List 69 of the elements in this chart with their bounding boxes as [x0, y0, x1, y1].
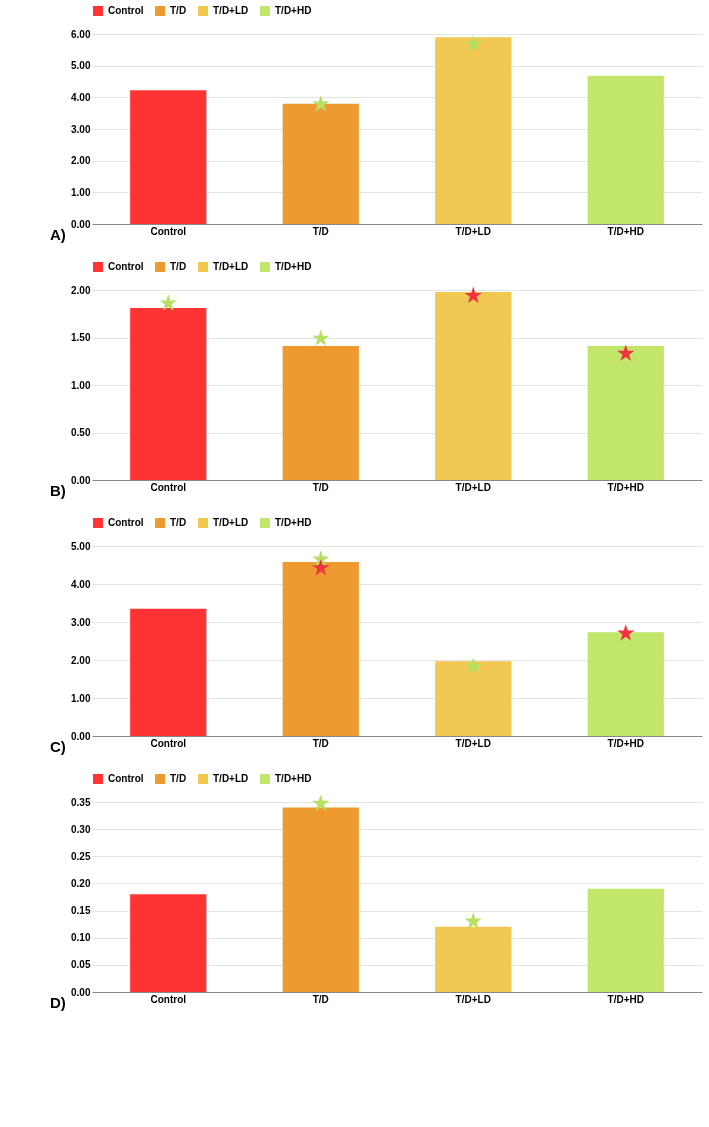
point: [159, 294, 177, 311]
x-tick-label: Control: [150, 737, 187, 749]
legend-label: T/D+LD: [213, 261, 249, 272]
y-tick-label: 6.00: [71, 28, 91, 40]
point: [617, 344, 635, 361]
y-tick-label: 0.25: [71, 850, 91, 862]
x-tick-label: Control: [150, 993, 187, 1005]
x-tick-label: Control: [150, 481, 187, 493]
x-tick-label: T/D+LD: [455, 737, 491, 749]
y-tick-label: 0.35: [71, 796, 91, 808]
point: [464, 286, 482, 304]
x-tick-label: T/D+LD: [455, 225, 491, 237]
y-tick-label: 1.50: [71, 332, 91, 343]
legend-label: T/D: [170, 517, 187, 528]
y-tick-label: 5.00: [71, 60, 91, 72]
text: B): [50, 482, 66, 499]
y-tick-label: 0.05: [71, 959, 91, 971]
y-tick-label: 1.00: [71, 692, 91, 704]
point: [312, 329, 330, 346]
x-tick-label: T/D: [312, 481, 329, 493]
y-tick-label: 0.20: [71, 877, 91, 889]
x-tick-label: T/D+HD: [607, 225, 644, 237]
y-tick-label: 4.00: [71, 578, 91, 590]
legend-label: T/D+HD: [275, 261, 312, 272]
y-tick-label: 0.00: [71, 474, 91, 486]
y-tick-label: 3.00: [71, 123, 91, 135]
legend-label: Control: [108, 5, 144, 16]
point: [464, 657, 482, 674]
point: [312, 550, 330, 567]
y-tick-label: 0.10: [71, 932, 91, 944]
x-tick-label: T/D+LD: [455, 481, 491, 493]
text: A): [50, 226, 66, 243]
legend-label: T/D+HD: [275, 5, 312, 16]
legend-label: T/D+HD: [275, 773, 312, 784]
x-tick-label: T/D: [312, 737, 329, 749]
legend-label: T/D+LD: [213, 517, 249, 528]
y-tick-label: 0.00: [71, 730, 91, 742]
y-tick-label: 2.00: [71, 284, 91, 296]
y-tick-label: 2.00: [71, 155, 91, 167]
y-tick-label: 1.00: [71, 186, 91, 198]
x-tick-label: Control: [150, 225, 187, 237]
y-tick-label: 0.00: [71, 986, 91, 998]
legend-label: T/D: [170, 261, 187, 272]
legend-label: Control: [108, 773, 144, 784]
y-tick-label: 4.00: [71, 91, 91, 103]
y-tick-label: 0.15: [71, 905, 91, 917]
y-tick-label: 0.50: [71, 427, 91, 438]
y-tick-label: 5.00: [71, 540, 91, 552]
legend-label: T/D: [170, 773, 187, 784]
x-tick-label: T/D+HD: [607, 737, 644, 749]
y-tick-label: 2.00: [71, 654, 91, 666]
legend-label: Control: [108, 261, 144, 272]
x-tick-label: T/D+HD: [607, 481, 644, 493]
x-tick-label: T/D+LD: [455, 993, 491, 1005]
y-tick-label: 0.30: [71, 823, 91, 835]
y-tick-label: 1.00: [71, 379, 91, 391]
legend-label: T/D+LD: [213, 5, 249, 16]
y-tick-label: 0.00: [71, 218, 91, 230]
y-tick-label: 3.00: [71, 616, 91, 628]
x-tick-label: T/D: [312, 993, 329, 1005]
text: D): [50, 994, 66, 1011]
text: C): [50, 738, 66, 755]
legend-label: T/D+HD: [275, 517, 312, 528]
legend-label: T/D+LD: [213, 773, 249, 784]
legend-label: Control: [108, 517, 144, 528]
point: [312, 558, 330, 576]
legend-label: T/D: [170, 5, 187, 16]
x-tick-label: T/D: [312, 225, 329, 237]
x-tick-label: T/D+HD: [607, 993, 644, 1005]
